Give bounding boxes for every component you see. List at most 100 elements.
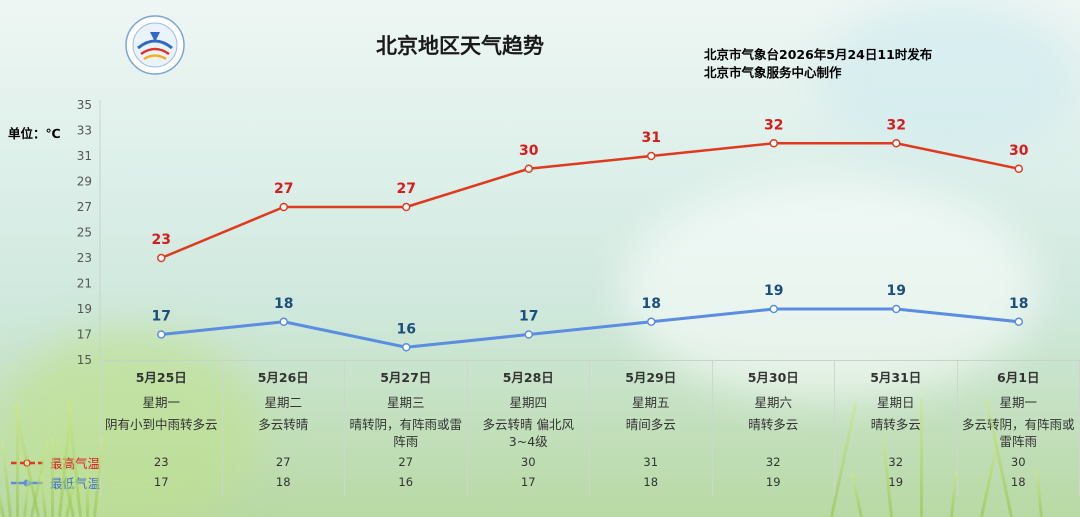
- day-low: 19: [888, 475, 904, 489]
- meteorological-logo-icon: [125, 15, 185, 75]
- series-low: 17 18 16 17 18 19 19 18: [152, 283, 1028, 352]
- day-date: 5月30日: [747, 370, 799, 385]
- day-column: 5月29日 星期五 晴间多云 31 18: [590, 361, 713, 496]
- data-label-high: 32: [764, 117, 783, 133]
- day-weekday: 星期一: [999, 395, 1037, 410]
- data-point-low: [157, 330, 166, 339]
- day-date: 5月27日: [380, 370, 432, 385]
- data-point-high: [524, 164, 533, 173]
- day-description: 晴间多云: [625, 417, 676, 432]
- day-column: 6月1日星期一多云转阴，有阵雨或雷阵雨 30 18: [958, 361, 1080, 496]
- y-tick-label: 21: [77, 277, 92, 291]
- data-point-low: [279, 317, 288, 326]
- day-weekday: 星期三: [386, 395, 425, 410]
- page-title: 北京地区天气趋势: [376, 34, 544, 58]
- day-description: 阴有小到中雨转多云: [105, 417, 218, 432]
- day-description: 晴转阴，有阵雨或雷阵雨: [349, 417, 462, 449]
- data-point-low: [647, 317, 656, 326]
- day-weekday: 星期四: [509, 395, 547, 410]
- data-label-high: 27: [274, 181, 293, 197]
- data-point-high: [647, 151, 656, 161]
- data-label-high: 27: [397, 181, 416, 197]
- day-description: 多云转阴，有阵雨或雷阵雨: [961, 417, 1075, 449]
- data-label-low: 17: [152, 309, 171, 325]
- data-label-low: 17: [519, 309, 538, 325]
- data-label-low: 19: [887, 283, 906, 299]
- y-tick-label: 33: [77, 124, 92, 138]
- producer-line: 北京市气象服务中心制作: [704, 65, 842, 80]
- day-date: 5月29日: [625, 370, 677, 385]
- day-column: 5月25日星期一阴有小到中雨转多云 23 17: [100, 361, 223, 496]
- data-point-high: [279, 202, 288, 212]
- day-high: 30: [520, 455, 536, 469]
- day-high: 32: [765, 455, 781, 469]
- day-column: 5月30日星期六晴转多云 32 19: [713, 361, 835, 496]
- background-glow: [620, 180, 1040, 400]
- day-low: 18: [1010, 475, 1026, 489]
- day-high: 32: [888, 455, 904, 469]
- publisher-line: 北京市气象台2026年5月24日11时发布: [704, 47, 933, 62]
- data-label-low: 18: [274, 296, 293, 312]
- data-point-high: [1014, 164, 1023, 173]
- background-glow: [820, 0, 1080, 160]
- data-label-low: 16: [397, 321, 416, 337]
- day-weekday: 星期日: [876, 395, 915, 410]
- day-description: 多云转晴: [258, 417, 309, 432]
- y-tick-label: 35: [77, 98, 92, 112]
- data-label-high: 30: [519, 143, 539, 159]
- y-tick-label: 31: [77, 149, 92, 163]
- day-column: 5月26日星期二多云转晴 27 18: [223, 361, 345, 496]
- data-point-low: [892, 304, 901, 314]
- unit-label: 单位：℃: [8, 126, 61, 141]
- y-tick-label: 29: [77, 175, 92, 189]
- data-point-high: [402, 202, 411, 212]
- grass-blade: [920, 398, 923, 517]
- day-low: 17: [153, 475, 169, 489]
- day-column: 5月31日 星期日 晴转多云 32 19: [835, 361, 958, 496]
- y-tick-label: 15: [77, 353, 92, 367]
- series-line-high: [160, 142, 1020, 260]
- y-tick-label: 19: [77, 302, 92, 316]
- data-label-low: 18: [642, 296, 661, 312]
- day-date: 5月25日: [135, 370, 187, 385]
- y-tick-label: 23: [77, 251, 92, 265]
- day-weekday: 星期六: [754, 395, 792, 410]
- day-low: 18: [643, 475, 659, 489]
- day-high: 23: [153, 455, 169, 469]
- forecast-table: 5月25日 星期一 阴有小到中雨转多云 23 17 5月26日 星期二 多云转晴 27 18 5月2…: [100, 360, 1080, 496]
- y-axis: 15 17 19 21 23 25 27 29 31 33 35: [77, 98, 101, 367]
- data-label-high: 30: [1009, 143, 1029, 159]
- day-high: 30: [1010, 455, 1026, 469]
- day-description: 晴转多云: [870, 417, 921, 432]
- data-point-high: [892, 139, 901, 148]
- day-high: 27: [275, 455, 291, 469]
- data-label-low: 18: [1009, 296, 1028, 312]
- data-point-high: [769, 139, 778, 148]
- day-column: 5月27日 星期三 晴转阴，有阵雨或雷阵雨 27 16: [345, 361, 468, 496]
- data-point-low: [1014, 317, 1023, 326]
- grass-blade: [51, 438, 54, 517]
- data-label-low: 19: [764, 283, 783, 299]
- day-weekday: 星期二: [264, 395, 302, 410]
- y-tick-label: 17: [77, 328, 92, 342]
- grass-blade: [16, 403, 19, 517]
- day-weekday: 星期五: [631, 395, 670, 410]
- day-date: 5月26日: [257, 370, 309, 385]
- series-high: 23 27 27 30 31 32 32 30: [152, 117, 1029, 263]
- data-point-low: [769, 304, 778, 314]
- day-column: 5月28日 星期四 多云转晴 偏北风3~4级 30 17: [468, 361, 590, 496]
- data-point-high: [157, 253, 166, 263]
- series-layer: 23 27 27 30 31 32 32 30 17 18 16 17 18 19 19 18: [152, 117, 1029, 352]
- day-description: 晴转多云: [748, 417, 799, 432]
- data-label-high: 31: [642, 130, 661, 146]
- day-low: 18: [275, 475, 291, 489]
- y-tick-label: 25: [77, 226, 92, 240]
- day-low: 16: [398, 475, 414, 489]
- data-point-low: [402, 343, 411, 352]
- day-date: 5月28日: [502, 370, 554, 385]
- day-weekday: 星期一: [142, 395, 180, 410]
- day-date: 6月1日: [997, 370, 1040, 385]
- data-point-low: [524, 330, 533, 339]
- day-low: 19: [765, 475, 781, 489]
